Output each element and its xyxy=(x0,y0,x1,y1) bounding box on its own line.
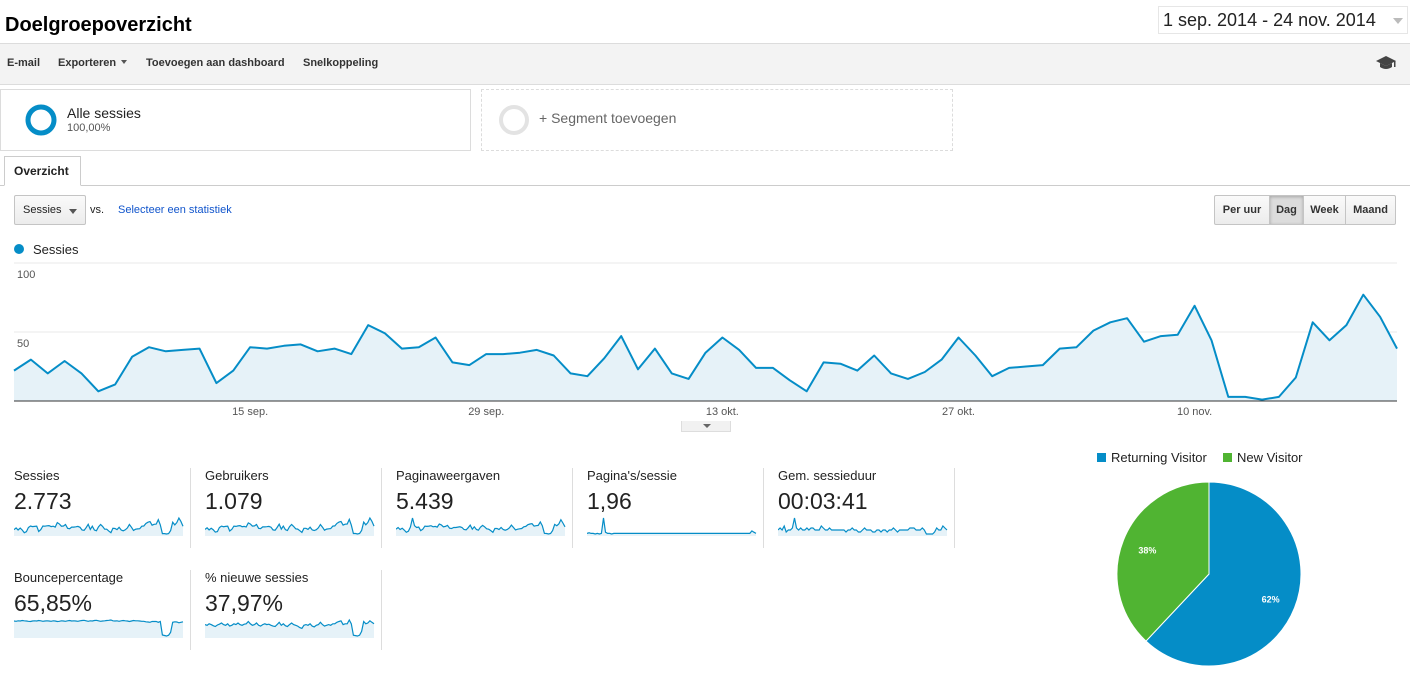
empty-segment-ring-icon xyxy=(499,105,529,135)
sessions-line-chart[interactable]: 100 50 15 sep. 29 sep. 13 okt. 27 okt. 10 nov. xyxy=(0,258,1410,423)
y-tick-label: 100 xyxy=(17,269,35,281)
sparkline-line xyxy=(14,516,184,535)
pie-slice-label: 38% xyxy=(1138,546,1156,556)
sparkline-line xyxy=(778,517,948,535)
metric-value: 65,85% xyxy=(14,590,93,616)
metric-label: % nieuwe sessies xyxy=(205,570,309,585)
metric-sparkline xyxy=(205,618,375,638)
vs-label: vs. xyxy=(90,204,105,216)
segment-name: Alle sessies xyxy=(67,105,141,121)
x-tick-label: 27 okt. xyxy=(942,406,975,418)
legend-swatch xyxy=(14,244,24,254)
page-title: Doelgroepoverzicht xyxy=(5,14,192,36)
metric-value: 5.439 xyxy=(396,488,454,514)
triangle-down-icon xyxy=(703,424,711,428)
date-range-label: 1 sep. 2014 - 24 nov. 2014 xyxy=(1163,10,1376,30)
select-statistic-link[interactable]: Selecteer een statistiek xyxy=(118,204,232,216)
metric-card[interactable]: Paginaweergaven 5.439 xyxy=(382,468,573,548)
period-week-button[interactable]: Week xyxy=(1303,195,1346,225)
metric-sparkline xyxy=(205,516,375,536)
period-toggle-group: Per uur Dag Week Maand xyxy=(1214,195,1396,225)
sparkline-line xyxy=(205,618,375,637)
series-line-sessions xyxy=(13,293,1398,401)
metric-value: 1.079 xyxy=(205,488,263,514)
metric-value: 2.773 xyxy=(14,488,72,514)
metric-label: Gem. sessieduur xyxy=(778,468,877,483)
sparkline-fill xyxy=(587,518,756,536)
metric-value: 00:03:41 xyxy=(778,488,868,514)
x-tick-label: 10 nov. xyxy=(1177,406,1212,418)
pie-legend-new: New Visitor xyxy=(1223,450,1303,465)
segment-all-sessions[interactable]: Alle sessies 100,00% xyxy=(0,89,471,151)
sparkline-line xyxy=(205,516,375,535)
date-range-picker[interactable]: 1 sep. 2014 - 24 nov. 2014 xyxy=(1158,6,1408,34)
chart-collapse-handle[interactable] xyxy=(681,421,731,432)
x-tick-label: 15 sep. xyxy=(232,406,268,418)
series-area-fill xyxy=(14,294,1397,401)
visitor-type-pie-chart[interactable]: 62% 38% xyxy=(1115,480,1303,668)
caret-down-icon xyxy=(121,60,128,64)
segment-ring-icon xyxy=(25,104,57,136)
sparkline-fill xyxy=(14,620,183,638)
metric-value: 1,96 xyxy=(587,488,632,514)
report-toolbar: E-mail Exporteren Toevoegen aan dashboar… xyxy=(0,43,1410,85)
y-tick-label: 50 xyxy=(17,338,29,350)
tab-divider xyxy=(0,185,1410,186)
graduation-cap-icon[interactable] xyxy=(1375,54,1397,72)
metric-sparkline xyxy=(396,517,566,536)
metric-label: Sessies xyxy=(14,468,60,483)
metric-sparkline xyxy=(14,516,184,536)
metric-card[interactable]: Pagina's/sessie 1,96 xyxy=(573,468,764,548)
metric-value: 37,97% xyxy=(205,590,284,616)
metric-card[interactable]: Bouncepercentage 65,85% xyxy=(0,570,191,650)
sparkline-fill xyxy=(778,518,947,536)
caret-down-icon xyxy=(69,209,77,214)
pie-legend-returning: Returning Visitor xyxy=(1097,450,1207,465)
period-day-button[interactable]: Dag xyxy=(1269,195,1304,225)
sparkline-line xyxy=(587,517,757,535)
metric-select-label: Sessies xyxy=(23,204,62,216)
metric-select[interactable]: Sessies xyxy=(14,195,86,225)
period-hour-button[interactable]: Per uur xyxy=(1214,195,1270,225)
metric-card[interactable]: Sessies 2.773 xyxy=(0,468,191,548)
metric-label: Bouncepercentage xyxy=(14,570,124,585)
metric-card[interactable]: Gebruikers 1.079 xyxy=(191,468,382,548)
metric-sparkline xyxy=(14,619,184,638)
pie-slice[interactable] xyxy=(1145,481,1302,667)
metric-sparkline xyxy=(587,517,757,536)
legend-label-sessions: Sessies xyxy=(33,242,79,257)
metric-label: Paginaweergaven xyxy=(396,468,501,483)
metric-label: Gebruikers xyxy=(205,468,269,483)
add-to-dashboard-button[interactable]: Toevoegen aan dashboard xyxy=(146,57,285,69)
pie-slice[interactable] xyxy=(1116,481,1210,642)
email-button[interactable]: E-mail xyxy=(7,57,41,69)
legend-swatch xyxy=(1223,453,1232,462)
sparkline-fill xyxy=(396,518,565,536)
x-tick-label: 13 okt. xyxy=(706,406,739,418)
tab-overview[interactable]: Overzicht xyxy=(4,156,81,186)
sparkline-line xyxy=(14,619,184,637)
metric-label: Pagina's/sessie xyxy=(587,468,677,483)
metric-card[interactable]: Gem. sessieduur 00:03:41 xyxy=(764,468,955,548)
sparkline-line xyxy=(396,517,566,535)
x-tick-label: 29 sep. xyxy=(468,406,504,418)
chevron-down-icon xyxy=(1393,18,1403,24)
metric-card[interactable]: % nieuwe sessies 37,97% xyxy=(191,570,382,650)
add-segment-button[interactable]: + Segment toevoegen xyxy=(481,89,953,151)
metric-sparkline xyxy=(778,517,948,536)
segment-percentage: 100,00% xyxy=(67,122,111,134)
export-label: Exporteren xyxy=(58,57,117,69)
export-button[interactable]: Exporteren xyxy=(58,57,128,69)
shortcut-button[interactable]: Snelkoppeling xyxy=(303,57,379,69)
legend-swatch xyxy=(1097,453,1106,462)
pie-slice-label: 62% xyxy=(1262,594,1280,604)
pie-legend-label: Returning Visitor xyxy=(1111,450,1207,465)
pie-legend-label: New Visitor xyxy=(1237,450,1303,465)
period-month-button[interactable]: Maand xyxy=(1345,195,1396,225)
sparkline-fill xyxy=(205,620,374,638)
add-segment-label: + Segment toevoegen xyxy=(539,110,677,126)
